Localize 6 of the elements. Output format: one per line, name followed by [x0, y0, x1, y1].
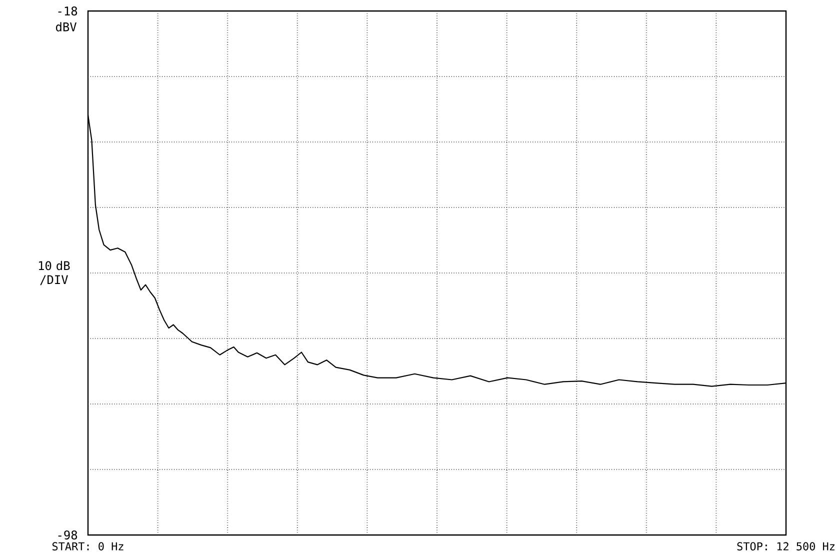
text: 10 dB /DIV — [38, 260, 70, 286]
y-tick-label: -98 — [58, 530, 78, 540]
x-tick-label: STOP: 12 500 Hz — [737, 542, 834, 550]
x-tick-label: START: 0 Hz — [52, 542, 124, 550]
y-axis-title: dBV — [56, 22, 77, 32]
y-tick-label: -18 — [58, 6, 78, 16]
